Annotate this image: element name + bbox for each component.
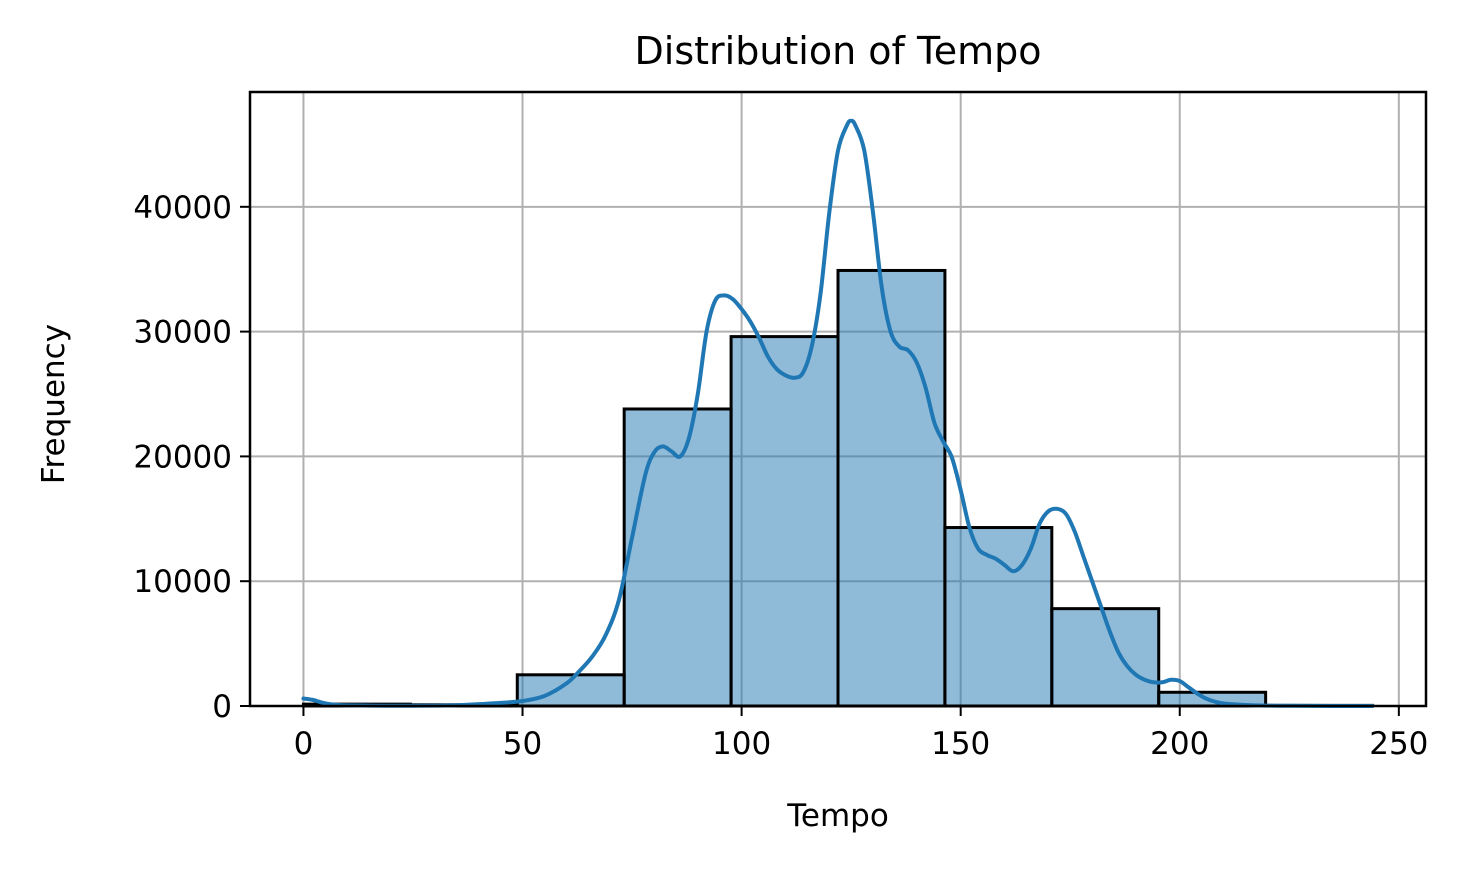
kde-curve: [301, 118, 1375, 708]
y-tick-label: 30000: [133, 315, 232, 351]
x-tick-label: 100: [712, 726, 771, 762]
bars-layer: [301, 268, 1375, 708]
kde-layer: [301, 118, 1375, 708]
y-axis-label: Frequency: [36, 324, 72, 484]
axes-frame: [248, 90, 1428, 708]
x-tick-label: 250: [1369, 726, 1428, 762]
histogram-bar: [622, 407, 733, 708]
y-tick-label: 10000: [133, 564, 232, 600]
chart-title: Distribution of Tempo: [635, 29, 1042, 73]
y-tick-label: 40000: [133, 190, 232, 226]
y-tick-label: 0: [212, 689, 232, 725]
x-tick-label: 200: [1150, 726, 1209, 762]
x-axis-label: Tempo: [786, 798, 889, 834]
y-tick-label: 20000: [133, 439, 232, 475]
ticks-layer: 0 50 100 150 200 250 0 10000 20000 30000 40000: [133, 190, 1428, 762]
histogram-bar: [729, 335, 840, 708]
x-tick-label: 150: [931, 726, 990, 762]
x-tick-label: 50: [503, 726, 542, 762]
x-tick-label: 0: [294, 726, 314, 762]
histogram-bar: [943, 526, 1054, 708]
